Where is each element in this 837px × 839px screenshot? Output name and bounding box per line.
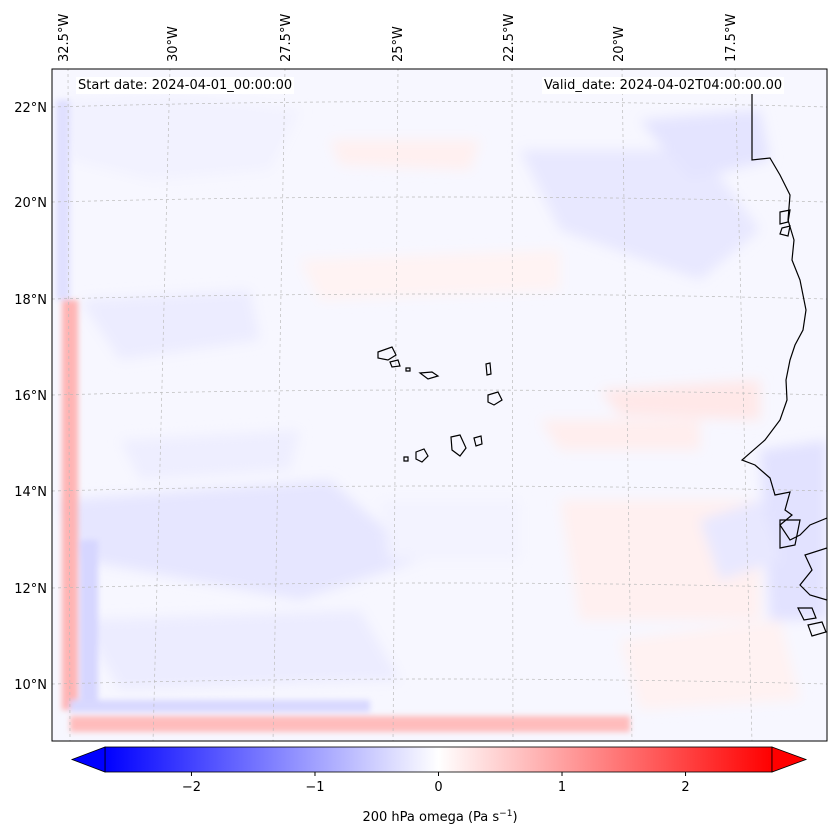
cape-verde-islands — [377, 346, 503, 463]
senegal-inlets — [779, 519, 801, 549]
colorbar-ticks: −2 −1 0 1 2 — [182, 772, 690, 795]
colorbar-tick-label: 1 — [558, 780, 566, 795]
lon-label: 25°W — [391, 26, 406, 62]
lat-label: 22°N — [14, 101, 47, 116]
colorbar-label: 200 hPa omega (Pa s−1) — [362, 809, 517, 825]
island-sao-nicolau — [418, 371, 440, 380]
omega-field — [60, 95, 827, 710]
colorbar-extend-low — [70, 746, 106, 773]
island-santo-antao — [377, 346, 397, 361]
boundary-artefacts — [56, 100, 630, 732]
lon-label: 32.5°W — [57, 14, 72, 62]
latitude-labels: 22°N 20°N 18°N 16°N 14°N 12°N 10°N — [14, 101, 47, 693]
west-africa-coast — [740, 90, 827, 601]
lat-label: 16°N — [14, 389, 47, 404]
guinea-bissau-islands — [779, 209, 791, 225]
colorbar-tick-label: 0 — [434, 780, 442, 795]
island-sal — [485, 362, 492, 376]
map-panel — [52, 69, 827, 741]
colorbar-tick-label: −2 — [182, 780, 201, 795]
map-frame — [51, 68, 828, 742]
lat-label: 20°N — [14, 196, 47, 211]
island-fogo — [415, 448, 429, 463]
island-brava — [403, 456, 409, 462]
lat-label: 14°N — [14, 485, 47, 500]
longitude-labels: 32.5°W 30°W 27.5°W 25°W 22.5°W 20°W 17.5… — [57, 14, 739, 62]
graticule — [52, 69, 827, 741]
lat-label: 12°N — [14, 582, 47, 597]
lon-label: 27.5°W — [279, 14, 294, 62]
island-sao-vicente — [389, 359, 401, 368]
guinea-bissau-islands — [797, 607, 817, 621]
guinea-bissau-islands — [779, 225, 791, 237]
lon-label: 22.5°W — [502, 14, 517, 62]
island-santiago — [450, 434, 467, 457]
island-boa-vista — [487, 391, 503, 406]
lon-label: 30°W — [166, 26, 181, 62]
lat-label: 10°N — [14, 678, 47, 693]
island-santa-luzia — [405, 367, 411, 372]
lon-label: 17.5°W — [724, 14, 739, 62]
colorbar: −2 −1 0 1 2 200 hPa omega (Pa s−1) — [70, 746, 808, 825]
start-date-label: Start date: 2024-04-01_00:00:00 — [76, 77, 295, 94]
guinea-bissau-islands — [807, 621, 827, 637]
island-maio — [473, 435, 483, 447]
lat-label: 18°N — [14, 293, 47, 308]
colorbar-ramp — [104, 746, 773, 773]
coastlines — [740, 90, 827, 637]
valid-date-label: Valid_date: 2024-04-02T04:00:00.00 — [542, 77, 785, 94]
colorbar-extend-high — [771, 746, 808, 773]
colorbar-tick-label: −1 — [305, 780, 324, 795]
lon-label: 20°W — [612, 26, 627, 62]
colorbar-tick-label: 2 — [681, 780, 689, 795]
